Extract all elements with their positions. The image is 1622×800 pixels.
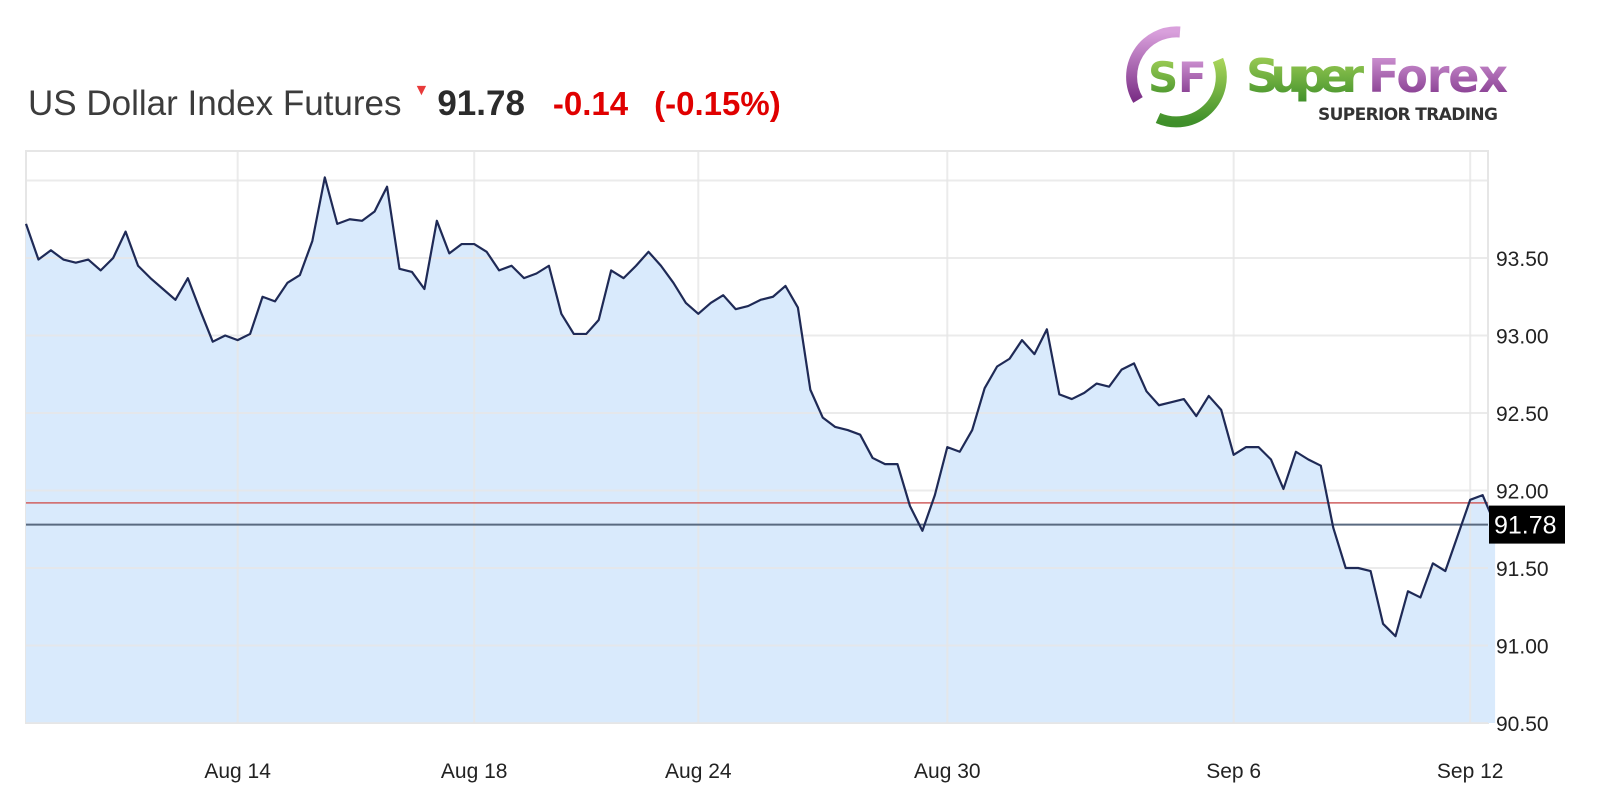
x-tick-label: Sep 12: [1437, 760, 1504, 783]
svg-text:Super: Super: [1246, 49, 1364, 103]
x-tick-label: Aug 30: [914, 760, 981, 783]
x-tick-label: Aug 14: [204, 760, 271, 783]
y-tick-label: 92.50: [1496, 403, 1549, 426]
svg-text:S: S: [1148, 53, 1178, 102]
x-tick-label: Aug 18: [441, 760, 508, 783]
area-fill: [26, 177, 1496, 723]
last-price: 91.78: [437, 84, 525, 123]
y-tick-label: 93.50: [1496, 248, 1549, 271]
last-price-badge: [1489, 505, 1565, 544]
price-change-percent: (-0.15%): [654, 85, 781, 122]
quote-header: US Dollar Index Futures ▼ 91.78 -0.14 (-…: [28, 82, 807, 124]
y-tick-label: 91.00: [1496, 636, 1549, 659]
y-tick-label: 91.50: [1496, 558, 1549, 581]
svg-text:SUPERIOR TRADING: SUPERIOR TRADING: [1318, 105, 1498, 125]
last-price-badge-label: 91.78: [1494, 512, 1557, 540]
y-tick-label: 93.00: [1496, 326, 1549, 349]
y-tick-label: 90.50: [1496, 713, 1549, 736]
instrument-title: US Dollar Index Futures: [28, 84, 402, 123]
svg-text:Forex: Forex: [1368, 49, 1508, 103]
x-tick-label: Sep 6: [1206, 760, 1261, 783]
x-tick-label: Aug 24: [665, 760, 732, 783]
y-tick-label: 92.00: [1496, 481, 1549, 504]
svg-text:F: F: [1178, 53, 1207, 102]
down-arrow-icon: ▼: [413, 82, 430, 99]
superforex-logo: S F Super Forex SUPERIOR TRADING: [1126, 26, 1508, 128]
price-change: -0.14: [552, 85, 629, 122]
